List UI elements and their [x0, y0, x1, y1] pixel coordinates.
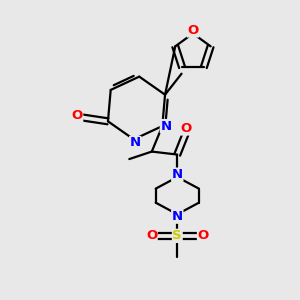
- Text: N: N: [160, 120, 172, 133]
- Text: O: O: [146, 230, 157, 242]
- Text: N: N: [172, 168, 183, 181]
- Text: O: O: [187, 24, 199, 37]
- Text: O: O: [197, 230, 209, 242]
- Text: O: O: [181, 122, 192, 135]
- Text: N: N: [130, 136, 141, 149]
- Text: O: O: [71, 110, 83, 122]
- Text: N: N: [172, 210, 183, 223]
- Text: S: S: [172, 230, 182, 242]
